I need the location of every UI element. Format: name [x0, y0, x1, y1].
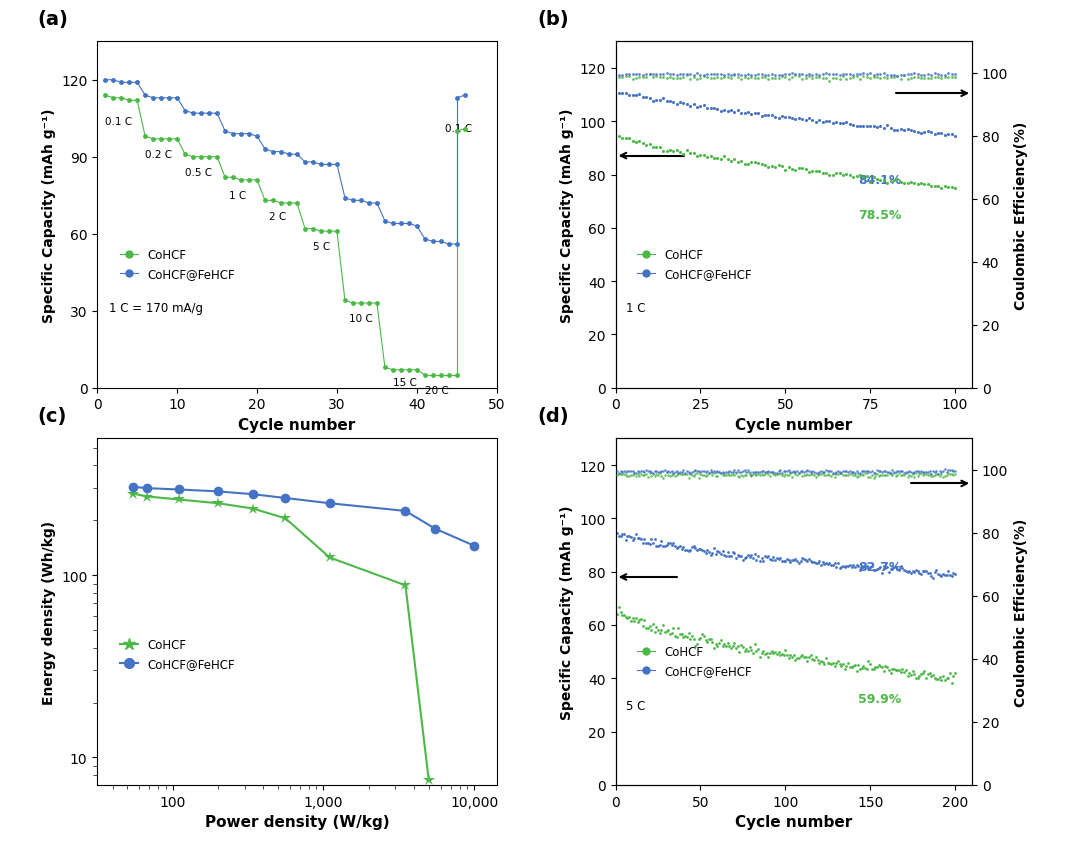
Y-axis label: Specific Capacity (mAh g⁻¹): Specific Capacity (mAh g⁻¹) — [559, 108, 573, 322]
Y-axis label: Coulombic Efficiency(%): Coulombic Efficiency(%) — [1014, 122, 1028, 309]
Text: 0.1 C: 0.1 C — [105, 116, 133, 127]
Text: 78.5%: 78.5% — [858, 208, 902, 222]
Legend: CoHCF, CoHCF@FeHCF: CoHCF, CoHCF@FeHCF — [632, 244, 756, 285]
Text: 1 C: 1 C — [626, 302, 646, 315]
Text: 0.5 C: 0.5 C — [185, 168, 213, 178]
Text: (a): (a) — [38, 10, 68, 29]
X-axis label: Cycle number: Cycle number — [735, 418, 852, 432]
Text: 10 C: 10 C — [349, 314, 373, 324]
Text: (c): (c) — [38, 407, 67, 425]
Legend: CoHCF, CoHCF@FeHCF: CoHCF, CoHCF@FeHCF — [116, 634, 240, 675]
Y-axis label: Specific Capacity (mAh g⁻¹): Specific Capacity (mAh g⁻¹) — [559, 505, 573, 719]
Text: 59.9%: 59.9% — [858, 692, 901, 705]
Text: (d): (d) — [537, 407, 569, 425]
Text: 0.2 C: 0.2 C — [145, 150, 173, 160]
Text: 1 C: 1 C — [229, 191, 246, 201]
Text: 1 C = 170 mA/g: 1 C = 170 mA/g — [109, 302, 203, 315]
Text: 2 C: 2 C — [269, 211, 286, 221]
Text: 82.7%: 82.7% — [858, 560, 902, 573]
Text: (b): (b) — [537, 10, 569, 29]
X-axis label: Cycle number: Cycle number — [735, 814, 852, 829]
Y-axis label: Coulombic Efficiency(%): Coulombic Efficiency(%) — [1014, 518, 1028, 706]
X-axis label: Cycle number: Cycle number — [239, 418, 355, 432]
Text: 5 C: 5 C — [626, 699, 646, 711]
Legend: CoHCF, CoHCF@FeHCF: CoHCF, CoHCF@FeHCF — [116, 244, 240, 285]
X-axis label: Power density (W/kg): Power density (W/kg) — [205, 814, 389, 829]
Text: 15 C: 15 C — [393, 378, 417, 388]
Text: 20 C: 20 C — [424, 386, 448, 396]
Text: 84.1%: 84.1% — [858, 174, 902, 187]
Y-axis label: Specific Capacity (mAh g⁻¹): Specific Capacity (mAh g⁻¹) — [41, 108, 55, 322]
Legend: CoHCF, CoHCF@FeHCF: CoHCF, CoHCF@FeHCF — [632, 641, 756, 682]
Y-axis label: Energy density (Wh/kg): Energy density (Wh/kg) — [41, 520, 55, 704]
Text: 0.1 C: 0.1 C — [445, 124, 472, 134]
Text: 5 C: 5 C — [313, 242, 330, 252]
